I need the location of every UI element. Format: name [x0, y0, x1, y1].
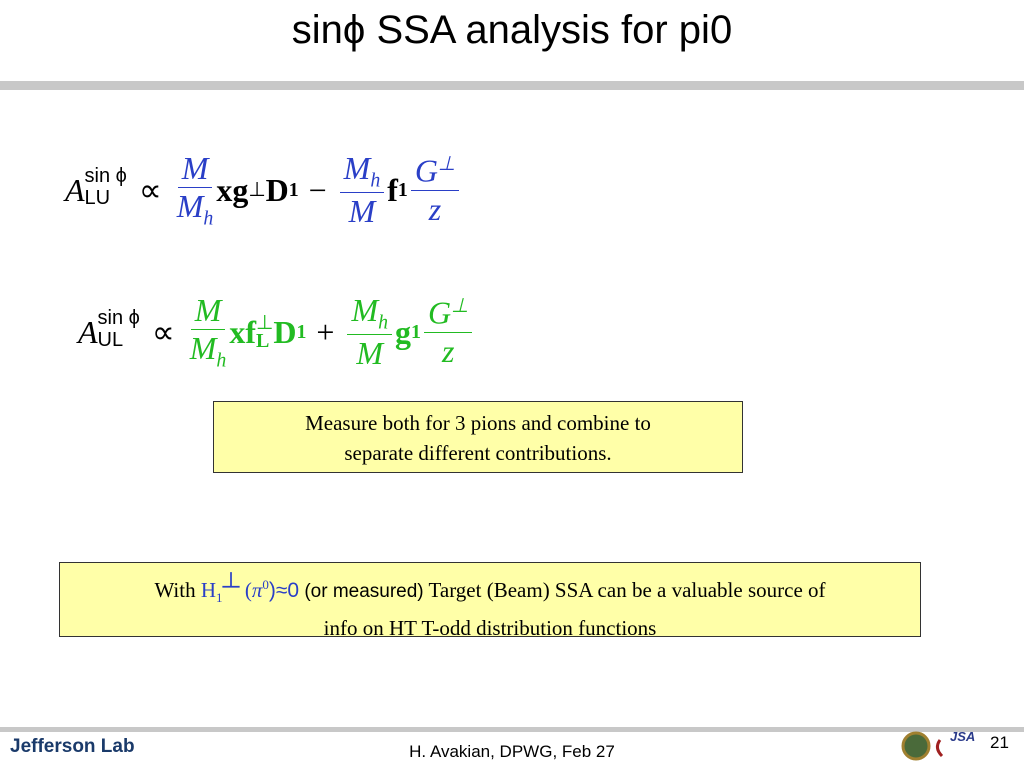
page-number: 21: [990, 733, 1009, 752]
symbol: h: [370, 169, 381, 192]
footer-bar: [0, 727, 1024, 732]
symbol: z: [441, 333, 455, 370]
symbol: g: [395, 313, 412, 350]
fraction: M Mh: [190, 292, 227, 372]
symbol: sin ϕ: [84, 165, 127, 188]
symbol: ∝: [138, 172, 162, 209]
symbol: −: [308, 171, 327, 208]
symbol: π: [251, 578, 263, 602]
fraction: G⊥ z: [410, 152, 460, 228]
box-line: With H1┴ (π0)≈0 (or measured) Target (Be…: [60, 570, 920, 613]
symbol: M: [177, 150, 213, 188]
text: With: [154, 578, 196, 602]
symbol: M: [176, 188, 204, 224]
symbol: L: [255, 330, 270, 353]
symbol: xg: [216, 171, 249, 208]
symbol: f: [387, 171, 398, 208]
footer-credit: H. Avakian, DPWG, Feb 27: [409, 742, 615, 761]
symbol: M: [356, 335, 384, 372]
symbol: A: [65, 171, 85, 208]
symbol: D: [273, 313, 297, 350]
symbol: 1: [288, 178, 299, 201]
symbol: ⊥: [248, 179, 266, 202]
symbol: M: [343, 150, 371, 186]
fraction: Mh M: [339, 150, 385, 230]
symbol: UL: [97, 329, 124, 352]
symbol: LU: [84, 187, 111, 210]
symbol: 1: [296, 320, 307, 343]
symbol: 1: [216, 590, 223, 606]
box-line: separate different contributions.: [344, 441, 612, 465]
symbol: M: [189, 330, 217, 366]
symbol: H: [200, 578, 217, 602]
jsa-label: JSA: [950, 729, 976, 744]
symbol: ⊥: [255, 312, 274, 335]
symbol: 0: [262, 577, 269, 592]
symbol: D: [265, 171, 289, 208]
text: Target (Beam) SSA can be a valuable sour…: [428, 578, 826, 602]
fraction: M Mh: [177, 150, 214, 230]
symbol: 1: [397, 178, 408, 201]
symbol: 1: [411, 320, 421, 343]
jsa-icon: [935, 739, 944, 758]
symbol: )≈0: [268, 579, 300, 602]
symbol: G: [414, 153, 438, 190]
symbol: xf: [229, 313, 256, 350]
symbol: M: [190, 292, 226, 330]
symbol: h: [216, 349, 227, 372]
footer-logos: [901, 731, 944, 761]
symbol: +: [316, 313, 335, 350]
box-line: Measure both for 3 pions and combine to: [305, 411, 651, 435]
logo: Jefferson Lab: [10, 736, 135, 757]
symbol: ⊥: [451, 295, 469, 318]
symbol: ∝: [151, 314, 175, 351]
symbol: ⊥: [437, 153, 456, 176]
text: H1┴ (π0)≈0: [200, 573, 300, 606]
note-box: With H1┴ (π0)≈0 (or measured) Target (Be…: [59, 562, 921, 640]
symbol: G: [427, 295, 452, 332]
seal-icon: [901, 731, 931, 761]
symbol: M: [348, 193, 376, 230]
fraction: Mh M: [347, 292, 393, 372]
header-bar: [0, 81, 1024, 90]
symbol: h: [203, 207, 214, 230]
symbol: A: [78, 313, 98, 350]
box-line: info on HT T-odd distribution functions: [323, 616, 657, 641]
symbol: (: [244, 578, 252, 602]
symbol: z: [428, 191, 442, 228]
fraction: G⊥ z: [423, 294, 473, 370]
symbol: M: [351, 292, 379, 328]
symbol: ┴: [222, 573, 240, 600]
symbol: h: [378, 311, 389, 334]
text: (or measured): [304, 581, 424, 602]
symbol: sin ϕ: [97, 307, 140, 330]
note-box: Measure both for 3 pions and combine to …: [213, 401, 743, 473]
slide-title: sinϕ SSA analysis for pi0: [291, 8, 733, 52]
